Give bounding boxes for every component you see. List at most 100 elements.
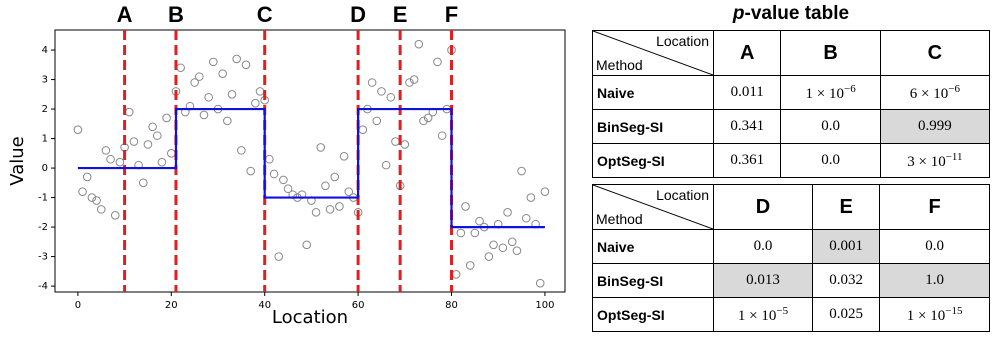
table-title: p-value table (592, 0, 990, 30)
plot-frame (54, 29, 566, 293)
data-point (302, 240, 312, 250)
data-point (283, 184, 293, 194)
table-row: BinSeg-SI 0.013 0.032 1.0 (592, 263, 990, 298)
y-tick-label: -4 (38, 281, 48, 292)
pvalue-table: Location Method A B C Naive 0.011 1 × 10−6 6 × 1… (592, 30, 991, 178)
p-value: 0.999 (879, 109, 991, 144)
p-value: 0.341 (712, 109, 782, 144)
p-base: 1 × 10 (805, 85, 844, 102)
data-point (190, 78, 199, 87)
data-point (535, 278, 545, 288)
data-point (540, 187, 550, 196)
data-point (367, 78, 377, 87)
data-point (87, 193, 97, 202)
p-exp: −6 (948, 82, 960, 95)
method-name: OptSeg-SI (592, 297, 714, 332)
data-point (409, 75, 419, 84)
data-point (325, 205, 335, 214)
data-point (106, 154, 115, 164)
corner-top: Location (656, 33, 709, 49)
data-point (227, 90, 237, 99)
table-row: Naive 0.011 1 × 10−6 6 × 10−6 (592, 75, 991, 110)
table-row: OptSeg-SI 0.361 0.0 3 × 10−11 (592, 143, 991, 178)
data-point (152, 131, 162, 140)
data-point (423, 113, 433, 123)
data-point (237, 146, 246, 155)
x-tick-label: 100 (535, 300, 554, 311)
column-header: D (712, 184, 814, 230)
method-name: BinSeg-SI (592, 263, 714, 298)
y-tick-label: 4 (42, 45, 48, 56)
changepoint-label: F (445, 2, 458, 27)
p-exp: −5 (776, 304, 789, 317)
data-point (489, 240, 498, 250)
p-value: 0.001 (812, 229, 881, 264)
changepoint-label: A (117, 2, 133, 27)
data-point (391, 137, 400, 146)
y-tick-label: -1 (38, 193, 48, 204)
data-point (433, 57, 442, 67)
column-header: B (780, 30, 881, 76)
header-row: Location Method D E F (592, 184, 990, 230)
data-point (96, 205, 106, 214)
data-point (143, 140, 153, 149)
data-point (274, 252, 284, 261)
data-point (386, 92, 396, 102)
data-point (461, 202, 470, 211)
data-point (311, 208, 321, 217)
data-point (377, 87, 386, 96)
tables: p-value table Location Method A B C Naive 0.01… (592, 0, 991, 338)
p-value: 0.361 (712, 143, 782, 178)
p-value: 0.032 (812, 263, 881, 298)
data-point (456, 228, 466, 238)
p-base: 1 × 10 (906, 307, 946, 324)
data-point (451, 269, 461, 279)
changepoint-label: D (350, 2, 366, 27)
data-point (269, 169, 279, 179)
p-value: 0.0 (712, 229, 814, 264)
data-point (437, 131, 447, 140)
data-point (199, 110, 209, 120)
title-rest: -value table (744, 3, 850, 24)
data-point (335, 202, 344, 211)
data-point (101, 146, 111, 155)
data-point (166, 149, 176, 158)
corner-cell: Location Method (592, 30, 714, 76)
data-point (241, 60, 251, 70)
data-point (115, 157, 125, 167)
y-tick-label: -3 (38, 252, 48, 263)
x-tick-label: 20 (165, 300, 178, 311)
p-value: 0.025 (812, 297, 881, 332)
data-point (176, 63, 185, 73)
data-point (344, 187, 354, 196)
data-point (246, 166, 255, 176)
corner-bottom: Method (596, 57, 643, 73)
column-header: C (879, 30, 991, 76)
data-point (358, 125, 368, 135)
diagonal (593, 31, 713, 75)
data-point (209, 57, 218, 67)
data-point (465, 261, 475, 270)
corner-bottom: Method (596, 211, 643, 227)
table-row: BinSeg-SI 0.341 0.0 0.999 (592, 109, 991, 144)
p-value: 1 × 10−15 (879, 297, 990, 332)
table-row: OptSeg-SI 1 × 10 −5 0.025 1 × 10−15 (592, 297, 990, 332)
data-point (110, 210, 120, 220)
data-point (232, 54, 241, 64)
data-point (195, 72, 204, 81)
data-point (414, 39, 424, 49)
y-tick-label: 0 (42, 163, 48, 174)
x-tick-label: 0 (75, 300, 81, 311)
data-point (321, 181, 330, 191)
data-point (512, 246, 522, 255)
x-tick-label: 80 (445, 300, 458, 311)
p-exp: −11 (945, 150, 963, 163)
p-value: 1 × 10−6 (780, 75, 881, 110)
x-axis-label: Location (272, 307, 348, 328)
title-italic: p (732, 3, 745, 24)
changepoint-label: E (393, 2, 408, 27)
column-header: F (879, 184, 990, 230)
p-base: 3 × 10 (907, 153, 946, 170)
p-value: 0.011 (712, 75, 782, 110)
